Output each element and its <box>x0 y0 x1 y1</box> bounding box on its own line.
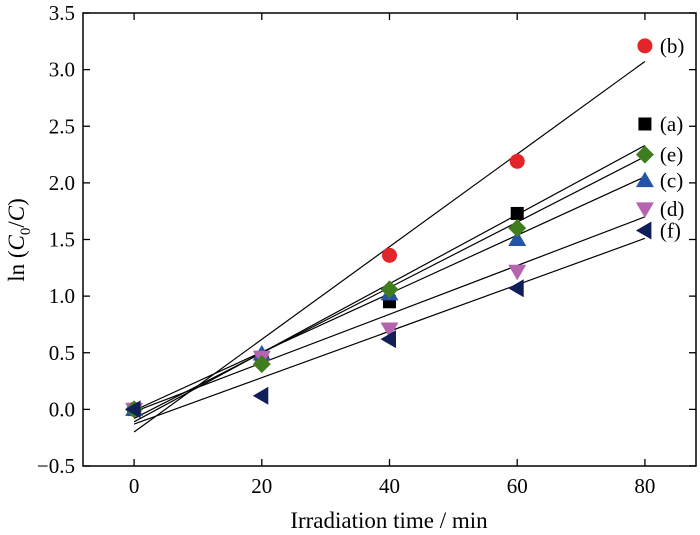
series-labels: (a) (b) (c) (d) (e) (f) <box>660 34 685 243</box>
data-point <box>252 355 271 374</box>
y-axis-title-slash: / <box>4 221 29 228</box>
fit-line <box>133 60 646 433</box>
y-tick-label: 0.5 <box>49 341 75 365</box>
data-point <box>635 171 654 188</box>
fit-lines <box>133 60 646 433</box>
y-axis-title-c0: C <box>4 234 29 250</box>
data-points <box>125 38 654 419</box>
y-tick-label: 3.0 <box>49 58 75 82</box>
x-tick-label: 80 <box>634 474 655 498</box>
y-tick-label: 1.5 <box>49 228 75 252</box>
y-tick-label: 0.0 <box>49 397 75 421</box>
x-tick-label: 0 <box>129 474 140 498</box>
data-point <box>635 145 654 164</box>
data-point <box>638 117 652 131</box>
y-axis-title-suffix: ) <box>4 198 29 206</box>
data-point <box>508 264 527 281</box>
data-point <box>508 279 524 298</box>
data-point <box>380 280 399 299</box>
y-tick-label: −0.5 <box>37 454 75 478</box>
y-tick-label: 2.5 <box>49 114 75 138</box>
data-point <box>637 38 653 54</box>
data-point <box>508 230 527 246</box>
data-point <box>509 153 525 169</box>
series-label: (e) <box>660 143 683 167</box>
fit-line <box>133 216 646 413</box>
data-point <box>380 322 399 338</box>
y-axis-title-subscript: 0 <box>18 228 34 236</box>
y-axis-title: ln (C0/C) <box>4 198 34 282</box>
series-label: (f) <box>660 218 681 242</box>
data-point <box>382 247 397 263</box>
series-label: (d) <box>660 197 685 221</box>
x-tick-label: 60 <box>507 474 528 498</box>
x-tick-label: 20 <box>251 474 272 498</box>
axis-ticks: 0 20 40 60 80 −0.5 0.0 0.5 1.0 1.5 2.0 2.5 3.0 3.5 <box>37 1 696 498</box>
data-point <box>125 400 141 419</box>
y-axis-title-prefix: ln ( <box>4 250 29 281</box>
y-tick-label: 3.5 <box>49 1 75 25</box>
data-point <box>510 206 524 220</box>
data-point <box>252 386 269 405</box>
x-tick-label: 40 <box>379 474 400 498</box>
series-label: (b) <box>660 34 685 58</box>
data-point <box>508 219 527 238</box>
series-label: (c) <box>660 169 683 193</box>
data-point <box>635 202 654 218</box>
data-point <box>380 330 396 349</box>
x-axis-title: Irradiation time / min <box>290 508 488 533</box>
y-tick-label: 2.0 <box>49 171 75 195</box>
y-axis-title-c: C <box>4 205 29 221</box>
series-label: (a) <box>660 112 683 136</box>
data-point <box>635 221 652 240</box>
y-tick-label: 1.0 <box>49 284 75 308</box>
